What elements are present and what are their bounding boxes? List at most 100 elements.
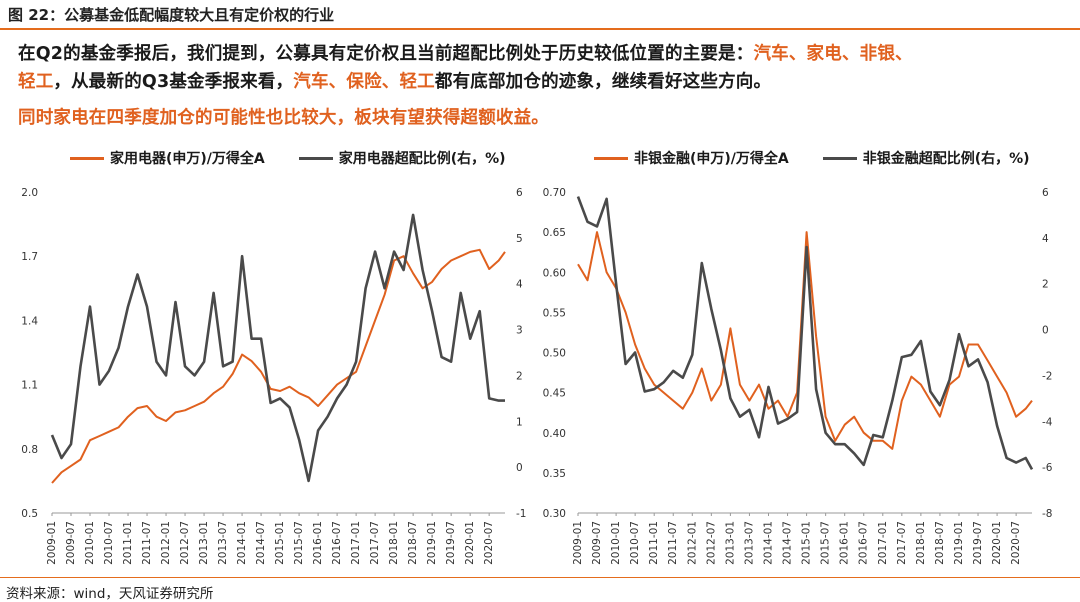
y-right-tick-label: 4	[1042, 233, 1049, 245]
x-tick-label: 2016-07	[331, 521, 343, 565]
paragraph-line-2-text-1: ，从最新的Q3基金季报来看，	[53, 72, 294, 92]
x-tick-label: 2012-01	[686, 521, 698, 565]
y-right-tick-label: 6	[1042, 187, 1049, 199]
x-tick-label: 2012-07	[705, 521, 717, 565]
bottom-rule	[0, 577, 1080, 578]
y-left-tick-label: 1.1	[21, 380, 38, 392]
legend-right: 非银金融(申万)/万得全A 非银金融超配比例(右，%)	[594, 148, 1064, 168]
x-tick-label: 2015-01	[801, 521, 813, 565]
paragraph-line-2-highlight-1: 轻工	[18, 72, 54, 92]
x-tick-label: 2009-07	[65, 521, 77, 565]
y-left-tick-label: 0.65	[543, 227, 566, 239]
legend-item: 家用电器(申万)/万得全A	[70, 148, 265, 168]
y-left-tick-label: 0.30	[543, 508, 566, 520]
y-right-tick-label: 5	[516, 233, 523, 245]
y-right-tick-label: -1	[516, 508, 526, 520]
paragraph-line-1-text: 在Q2的基金季报后，我们提到，公募具有定价权且当前超配比例处于历史较低位置的主要…	[18, 44, 754, 64]
y-left-tick-label: 0.8	[21, 444, 38, 456]
y-right-tick-label: -8	[1042, 508, 1052, 520]
x-tick-label: 2014-07	[255, 521, 267, 565]
x-tick-label: 2018-01	[388, 521, 400, 565]
paragraph-line-2-text-2: 都有底部加仓的迹象，继续看好这些方向。	[434, 72, 772, 92]
y-left-tick-label: 2.0	[21, 187, 38, 199]
x-tick-label: 2012-07	[179, 521, 191, 565]
legend-item: 非银金融(申万)/万得全A	[594, 148, 789, 168]
y-right-tick-label: -4	[1042, 416, 1053, 428]
x-tick-label: 2017-07	[369, 521, 381, 565]
y-right-tick-label: 3	[516, 325, 523, 337]
x-tick-label: 2017-01	[350, 521, 362, 565]
x-tick-label: 2020-07	[1010, 521, 1022, 565]
x-tick-label: 2018-07	[407, 521, 419, 565]
series-line-right-axis	[50, 213, 505, 483]
y-right-tick-label: 6	[516, 187, 523, 199]
legend-swatch-gray	[298, 156, 333, 160]
x-tick-label: 2011-07	[141, 521, 153, 565]
paragraph-line-1: 在Q2的基金季报后，我们提到，公募具有定价权且当前超配比例处于历史较低位置的主要…	[18, 40, 913, 68]
y-left-tick-label: 0.70	[543, 187, 566, 199]
legend-label: 家用电器超配比例(右，%)	[338, 151, 506, 167]
y-right-tick-label: 0	[1042, 325, 1049, 337]
y-left-tick-label: 0.55	[543, 307, 566, 319]
y-right-tick-label: 2	[516, 370, 523, 382]
y-left-tick-label: 0.60	[543, 267, 566, 279]
legend-left: 家用电器(申万)/万得全A 家用电器超配比例(右，%)	[70, 148, 540, 168]
legend-swatch-orange	[594, 156, 628, 160]
x-tick-label: 2009-01	[572, 521, 584, 565]
x-tick-label: 2016-01	[312, 521, 324, 565]
paragraph-line-2-highlight-2: 汽车、保险、轻工	[293, 72, 435, 92]
x-tick-label: 2010-01	[610, 521, 622, 565]
paragraph-line-1-highlight: 汽车、家电、非银、	[753, 44, 913, 64]
y-left-tick-label: 0.40	[543, 428, 566, 440]
x-tick-label: 2017-07	[896, 521, 908, 565]
legend-label: 家用电器(申万)/万得全A	[110, 151, 265, 167]
legend-swatch-gray	[822, 156, 857, 160]
y-right-tick-label: -6	[1042, 462, 1053, 474]
x-tick-label: 2015-07	[293, 521, 305, 565]
paragraph-line-3: 同时家电在四季度加仓的可能性也比较大，板块有望获得超额收益。	[18, 108, 549, 128]
y-right-tick-label: -2	[1042, 370, 1052, 382]
x-tick-label: 2013-07	[217, 521, 229, 565]
x-tick-label: 2016-01	[839, 521, 851, 565]
x-tick-label: 2013-07	[743, 521, 755, 565]
x-tick-label: 2019-07	[972, 521, 984, 565]
x-tick-label: 2014-07	[782, 521, 794, 565]
legend-item: 家用电器超配比例(右，%)	[298, 148, 506, 168]
legend-label: 非银金融(申万)/万得全A	[634, 151, 789, 167]
x-tick-label: 2018-07	[934, 521, 946, 565]
x-tick-label: 2015-01	[274, 521, 286, 565]
y-left-tick-label: 0.5	[21, 508, 38, 520]
x-tick-label: 2011-07	[667, 521, 679, 565]
x-tick-label: 2010-01	[84, 521, 96, 565]
x-tick-label: 2014-01	[236, 521, 248, 565]
x-tick-label: 2019-07	[445, 521, 457, 565]
x-tick-label: 2014-01	[762, 521, 774, 565]
x-tick-label: 2011-01	[122, 521, 134, 565]
figure-title: 图 22：公募基金低配幅度较大且有定价权的行业	[8, 6, 335, 24]
x-tick-label: 2017-01	[877, 521, 889, 565]
x-tick-label: 2013-01	[724, 521, 736, 565]
series-line-right-axis	[576, 196, 1034, 471]
x-tick-label: 2020-01	[991, 521, 1003, 565]
x-tick-label: 2013-01	[198, 521, 210, 565]
source-note: 资料来源：wind，天风证券研究所	[6, 586, 214, 602]
paragraph-line-2: 轻工，从最新的Q3基金季报来看，汽车、保险、轻工都有底部加仓的迹象，继续看好这些…	[18, 68, 771, 96]
legend-item: 非银金融超配比例(右，%)	[822, 148, 1030, 168]
series-line-left-axis	[51, 248, 506, 484]
legend-label: 非银金融超配比例(右，%)	[862, 151, 1030, 167]
y-right-tick-label: 2	[1042, 279, 1049, 291]
y-left-tick-label: 0.45	[543, 388, 566, 400]
x-tick-label: 2012-01	[160, 521, 172, 565]
x-tick-label: 2019-01	[426, 521, 438, 565]
x-tick-label: 2010-07	[629, 521, 641, 565]
legend-swatch-orange	[70, 156, 104, 160]
x-tick-label: 2011-01	[648, 521, 660, 565]
y-right-tick-label: 4	[516, 279, 523, 291]
x-tick-label: 2019-01	[953, 521, 965, 565]
series-line-left-axis	[577, 231, 1033, 450]
x-tick-label: 2018-01	[915, 521, 927, 565]
y-left-tick-label: 1.7	[21, 251, 38, 263]
y-left-tick-label: 0.50	[543, 348, 566, 360]
x-tick-label: 2016-07	[858, 521, 870, 565]
